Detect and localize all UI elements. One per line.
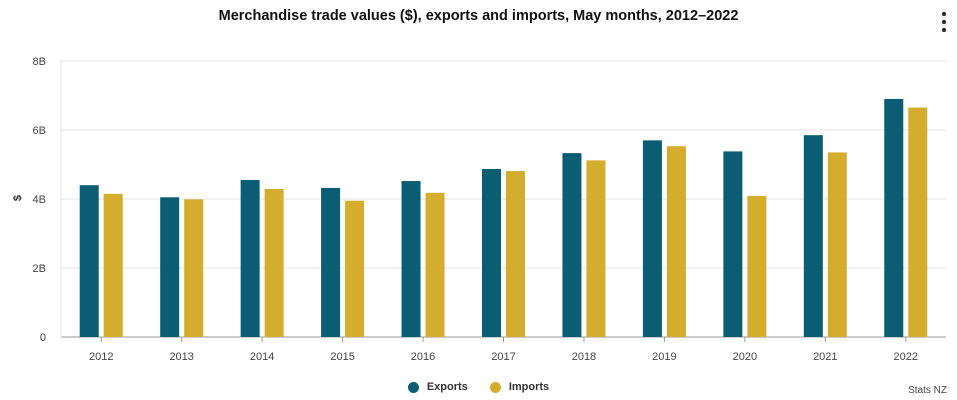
y-axis-ticks: 0 2B 4B 6B 8B xyxy=(33,56,46,344)
x-tick-label: 2014 xyxy=(250,351,274,363)
bar-imports-2017[interactable] xyxy=(506,171,525,337)
bar-imports-2013[interactable] xyxy=(184,199,204,337)
bar-exports-2013[interactable] xyxy=(160,197,180,337)
bar-exports-2015[interactable] xyxy=(321,187,341,337)
bar-imports-2014[interactable] xyxy=(264,188,284,337)
x-tick-label: 2017 xyxy=(491,351,515,363)
chart-menu-button[interactable] xyxy=(938,12,950,32)
x-tick-label: 2012 xyxy=(89,351,113,363)
bar-imports-2022[interactable] xyxy=(908,107,928,337)
y-tick-label: 2B xyxy=(33,263,46,275)
y-axis-label: $ xyxy=(12,195,24,201)
bar-exports-2022[interactable] xyxy=(884,98,904,337)
bars xyxy=(79,98,928,337)
legend-label-exports: Exports xyxy=(426,381,468,393)
legend-item-exports[interactable]: Exports xyxy=(407,381,468,393)
y-tick-label: 8B xyxy=(33,56,46,68)
x-tick-label: 2013 xyxy=(169,351,193,363)
bar-exports-2019[interactable] xyxy=(642,140,662,337)
chart-title: Merchandise trade values ($), exports an… xyxy=(218,8,739,24)
bar-imports-2019[interactable] xyxy=(666,146,686,337)
bar-imports-2015[interactable] xyxy=(345,200,365,337)
bar-exports-2012[interactable] xyxy=(79,185,99,337)
x-tick-label: 2019 xyxy=(652,351,676,363)
bar-exports-2014[interactable] xyxy=(240,180,260,337)
bar-exports-2021[interactable] xyxy=(803,135,823,337)
bar-exports-2020[interactable] xyxy=(723,151,743,337)
bar-imports-2020[interactable] xyxy=(747,195,767,337)
x-axis-ticks: 2012 2013 2014 2015 2016 2017 2018 2019 2020 2021… xyxy=(89,337,918,363)
bar-exports-2017[interactable] xyxy=(482,168,501,337)
legend-swatch-exports xyxy=(407,381,419,393)
menu-dot-icon xyxy=(942,28,946,32)
legend-item-imports[interactable]: Imports xyxy=(489,381,550,393)
bar-exports-2018[interactable] xyxy=(562,153,582,337)
legend-label-imports: Imports xyxy=(508,381,550,393)
x-tick-label: 2016 xyxy=(411,351,435,363)
bar-exports-2016[interactable] xyxy=(401,181,421,337)
bar-imports-2012[interactable] xyxy=(103,193,123,337)
y-tick-label: 6B xyxy=(33,125,46,137)
x-tick-label: 2015 xyxy=(330,351,354,363)
bar-imports-2016[interactable] xyxy=(425,192,445,337)
menu-dot-icon xyxy=(942,20,946,24)
legend: Exports Imports xyxy=(0,381,957,393)
x-tick-label: 2022 xyxy=(894,351,918,363)
bar-imports-2018[interactable] xyxy=(586,160,606,337)
y-tick-label: 0 xyxy=(40,332,46,344)
x-tick-label: 2018 xyxy=(572,351,596,363)
y-tick-label: 4B xyxy=(33,194,46,206)
x-tick-label: 2021 xyxy=(813,351,837,363)
source-credit: Stats NZ xyxy=(908,385,947,396)
menu-dot-icon xyxy=(942,12,946,16)
x-tick-label: 2020 xyxy=(733,351,757,363)
bar-imports-2021[interactable] xyxy=(827,152,847,337)
legend-swatch-imports xyxy=(489,381,501,393)
